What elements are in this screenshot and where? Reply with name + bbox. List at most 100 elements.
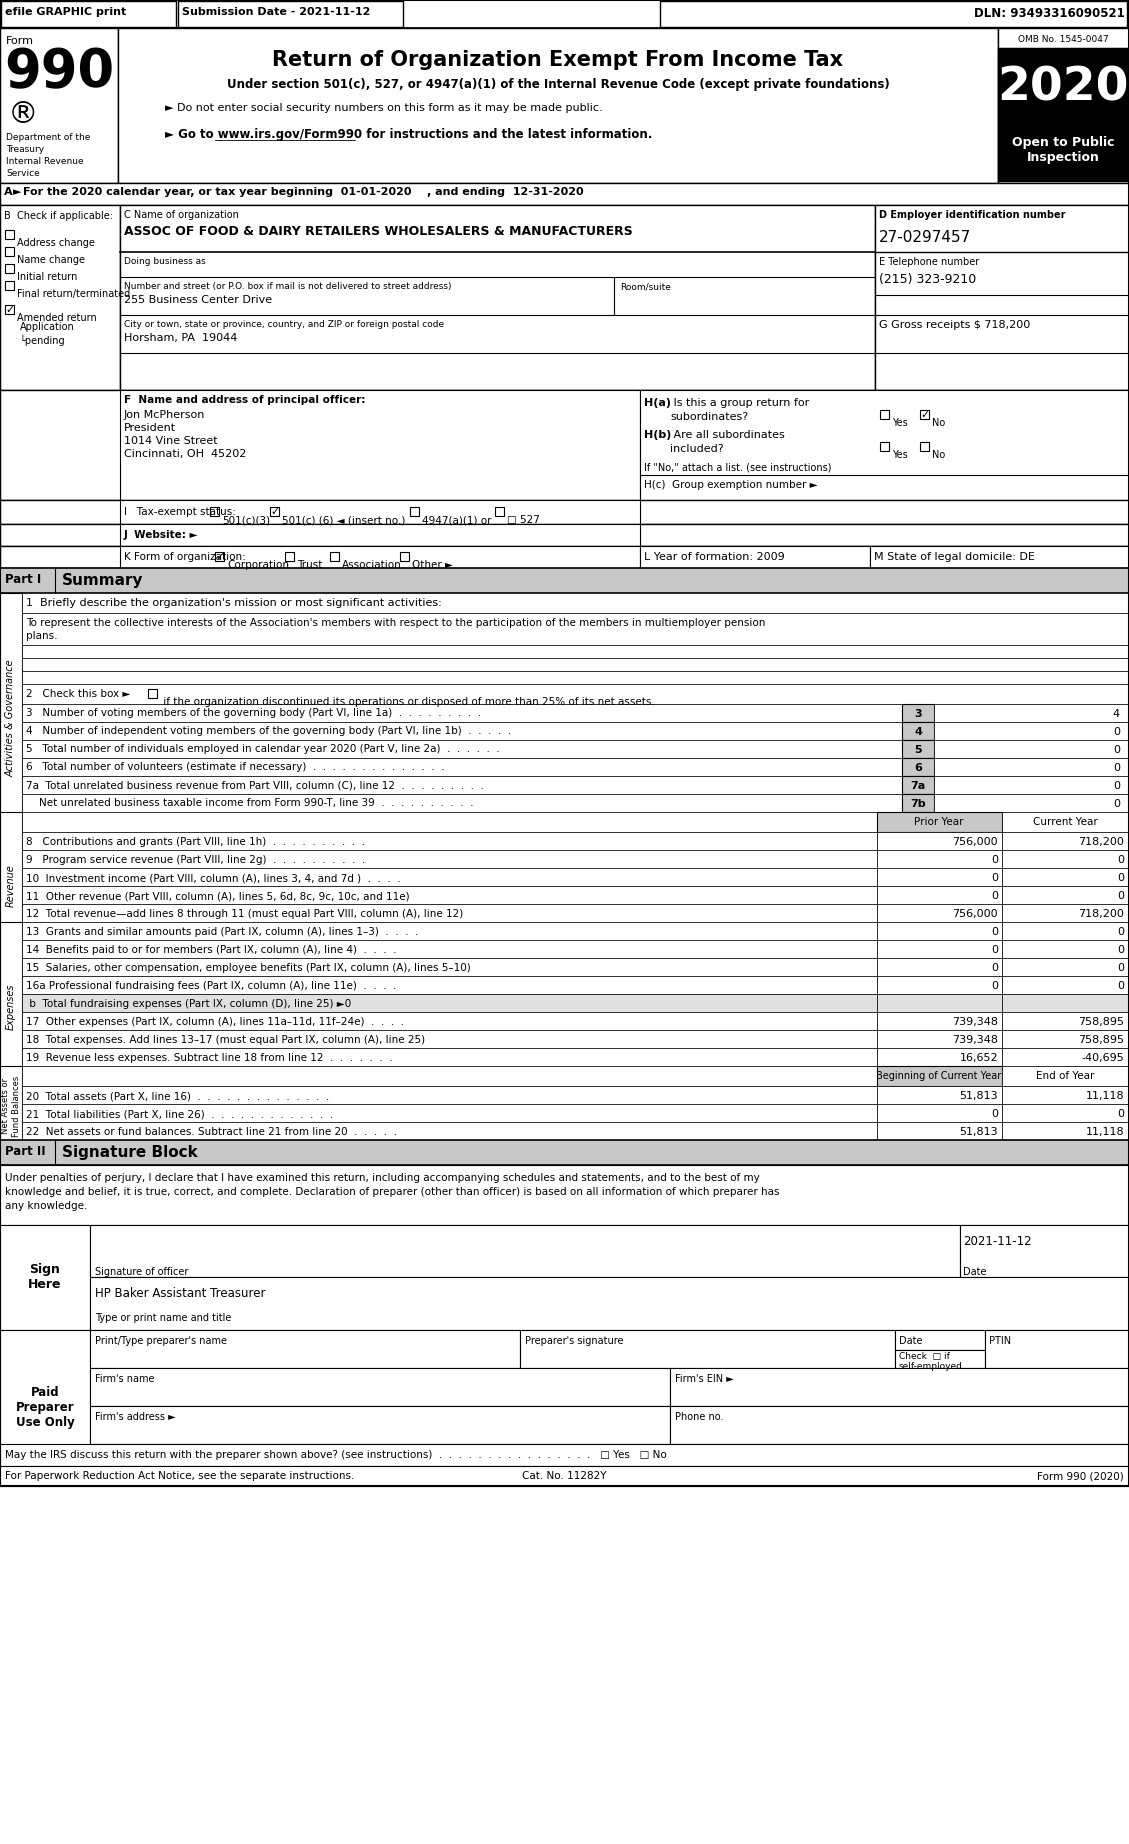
Text: 718,200: 718,200 bbox=[1078, 837, 1124, 846]
Bar bbox=[90, 1224, 960, 1278]
Bar bbox=[21, 684, 1129, 704]
Bar bbox=[1003, 1066, 1129, 1086]
Text: 739,348: 739,348 bbox=[952, 1018, 998, 1027]
Bar bbox=[21, 594, 1129, 612]
Text: Trust: Trust bbox=[297, 561, 323, 570]
Text: 990: 990 bbox=[5, 46, 114, 98]
Text: 19  Revenue less expenses. Subtract line 18 from line 12  .  .  .  .  .  .  .: 19 Revenue less expenses. Subtract line … bbox=[26, 1053, 393, 1062]
Bar bbox=[21, 959, 877, 975]
Text: Cincinnati, OH  45202: Cincinnati, OH 45202 bbox=[124, 448, 246, 459]
Bar bbox=[5, 280, 14, 290]
Bar bbox=[495, 507, 504, 516]
Text: 4: 4 bbox=[914, 727, 922, 738]
Text: knowledge and belief, it is true, correct, and complete. Declaration of preparer: knowledge and belief, it is true, correc… bbox=[5, 1188, 779, 1197]
Bar bbox=[920, 443, 929, 452]
Bar bbox=[934, 776, 1129, 795]
Bar bbox=[879, 409, 889, 419]
Text: 501(c) (6) ◄ (insert no.): 501(c) (6) ◄ (insert no.) bbox=[282, 514, 405, 526]
Text: 0: 0 bbox=[1117, 1108, 1124, 1119]
Text: Are all subordinates: Are all subordinates bbox=[669, 430, 785, 441]
Bar bbox=[877, 994, 1003, 1012]
Text: Final return/terminated: Final return/terminated bbox=[17, 290, 130, 299]
Text: Initial return: Initial return bbox=[17, 273, 78, 282]
Bar bbox=[902, 795, 934, 811]
Text: Yes: Yes bbox=[892, 419, 908, 428]
Bar bbox=[21, 723, 902, 739]
Bar bbox=[934, 739, 1129, 758]
Bar bbox=[877, 1066, 1003, 1086]
Text: 758,895: 758,895 bbox=[1078, 1034, 1124, 1046]
Text: Other ►: Other ► bbox=[412, 561, 453, 570]
Text: plans.: plans. bbox=[26, 631, 58, 642]
Bar bbox=[0, 0, 1129, 28]
Text: 27-0297457: 27-0297457 bbox=[879, 230, 971, 245]
Bar bbox=[0, 594, 21, 843]
Bar bbox=[1003, 811, 1129, 832]
Text: Net unrelated business taxable income from Form 990-T, line 39  .  .  .  .  .  .: Net unrelated business taxable income fr… bbox=[26, 798, 473, 808]
Bar bbox=[1003, 959, 1129, 975]
Text: 15  Salaries, other compensation, employee benefits (Part IX, column (A), lines : 15 Salaries, other compensation, employe… bbox=[26, 963, 471, 974]
Bar bbox=[21, 1047, 877, 1066]
Bar bbox=[21, 885, 877, 904]
Text: └pending: └pending bbox=[20, 336, 65, 347]
Text: H(b): H(b) bbox=[644, 430, 672, 441]
Text: 21  Total liabilities (Part X, line 26)  .  .  .  .  .  .  .  .  .  .  .  .  .: 21 Total liabilities (Part X, line 26) .… bbox=[26, 1108, 333, 1119]
Text: 0: 0 bbox=[991, 944, 998, 955]
Bar bbox=[660, 2, 1127, 28]
Text: ✓: ✓ bbox=[215, 551, 224, 562]
Bar bbox=[0, 1140, 1129, 1165]
Bar bbox=[640, 389, 1129, 500]
Text: For Paperwork Reduction Act Notice, see the separate instructions.: For Paperwork Reduction Act Notice, see … bbox=[5, 1472, 355, 1481]
Text: Is this a group return for: Is this a group return for bbox=[669, 398, 809, 408]
Text: 14  Benefits paid to or for members (Part IX, column (A), line 4)  .  .  .  .: 14 Benefits paid to or for members (Part… bbox=[26, 944, 396, 955]
Text: ASSOC OF FOOD & DAIRY RETAILERS WHOLESALERS & MANUFACTURERS: ASSOC OF FOOD & DAIRY RETAILERS WHOLESAL… bbox=[124, 225, 632, 238]
Text: DLN: 93493316090521: DLN: 93493316090521 bbox=[974, 7, 1124, 20]
Bar bbox=[21, 795, 902, 811]
Bar bbox=[669, 1368, 1129, 1405]
Text: Type or print name and title: Type or print name and title bbox=[95, 1313, 231, 1322]
Bar bbox=[120, 389, 640, 500]
Bar bbox=[1003, 885, 1129, 904]
Bar bbox=[1003, 1121, 1129, 1140]
Text: 758,895: 758,895 bbox=[1078, 1018, 1124, 1027]
Text: City or town, state or province, country, and ZIP or foreign postal code: City or town, state or province, country… bbox=[124, 321, 444, 328]
Text: 7b: 7b bbox=[910, 798, 926, 810]
Text: Check  □ if: Check □ if bbox=[899, 1352, 949, 1361]
Bar bbox=[21, 850, 877, 869]
Text: Firm's name: Firm's name bbox=[95, 1374, 155, 1385]
Bar bbox=[0, 1444, 1129, 1466]
Text: included?: included? bbox=[669, 444, 724, 454]
Text: 1  Briefly describe the organization's mission or most significant activities:: 1 Briefly describe the organization's mi… bbox=[26, 597, 441, 609]
Text: ✓: ✓ bbox=[5, 304, 14, 315]
Text: 7a  Total unrelated business revenue from Part VIII, column (C), line 12  .  .  : 7a Total unrelated business revenue from… bbox=[26, 780, 484, 789]
Bar bbox=[877, 1105, 1003, 1121]
Bar bbox=[21, 612, 1129, 645]
Text: Internal Revenue: Internal Revenue bbox=[6, 157, 84, 166]
Bar bbox=[902, 723, 934, 739]
Bar bbox=[1003, 832, 1129, 850]
Bar bbox=[0, 28, 1129, 183]
Text: Form: Form bbox=[6, 37, 34, 46]
Text: Signature Block: Signature Block bbox=[62, 1145, 198, 1160]
Text: Horsham, PA  19044: Horsham, PA 19044 bbox=[124, 334, 237, 343]
Text: Under penalties of perjury, I declare that I have examined this return, includin: Under penalties of perjury, I declare th… bbox=[5, 1173, 760, 1184]
Bar bbox=[178, 2, 403, 28]
Bar bbox=[902, 758, 934, 776]
Text: 0: 0 bbox=[1113, 745, 1120, 754]
Text: Room/suite: Room/suite bbox=[620, 282, 671, 291]
Bar bbox=[21, 994, 877, 1012]
Text: 4947(a)(1) or: 4947(a)(1) or bbox=[422, 514, 491, 526]
Bar bbox=[5, 264, 14, 273]
Bar bbox=[0, 1330, 90, 1484]
Bar bbox=[1003, 922, 1129, 940]
Text: Treasury: Treasury bbox=[6, 146, 44, 155]
Bar bbox=[270, 507, 279, 516]
Text: Date: Date bbox=[963, 1267, 987, 1278]
Text: 0: 0 bbox=[991, 1108, 998, 1119]
Bar bbox=[934, 723, 1129, 739]
Bar bbox=[120, 205, 875, 389]
Text: Application: Application bbox=[20, 323, 75, 332]
Text: (215) 323-9210: (215) 323-9210 bbox=[879, 273, 977, 286]
Text: Department of the: Department of the bbox=[6, 133, 90, 142]
Text: PTIN: PTIN bbox=[989, 1337, 1012, 1346]
